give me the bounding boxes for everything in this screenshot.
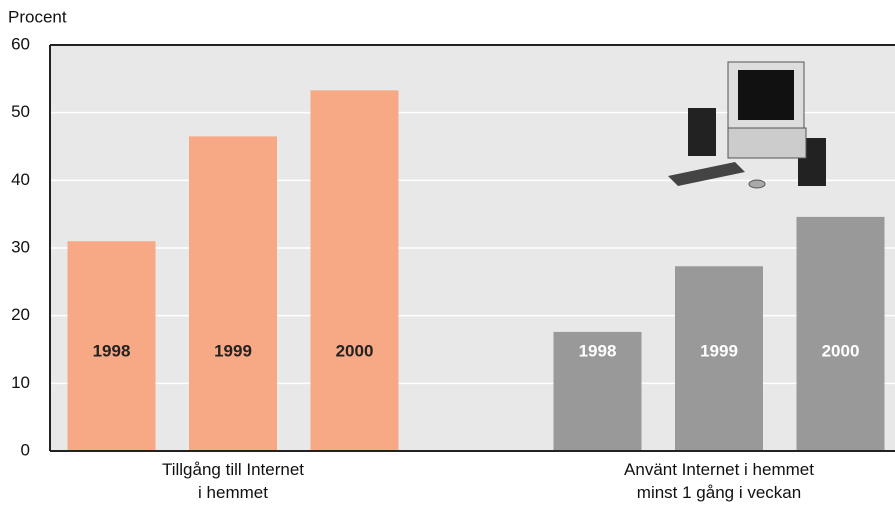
keyboard — [668, 162, 745, 186]
bar-label: 2000 — [336, 341, 374, 360]
x-tick-label: Använt Internet i hemmet minst 1 gång i … — [624, 460, 814, 502]
y-tick-label: 50 — [11, 102, 30, 121]
y-tick-label: 10 — [11, 373, 30, 392]
bar — [675, 266, 763, 451]
mouse — [748, 179, 766, 189]
monitor-screen — [738, 70, 794, 120]
y-tick-label: 60 — [11, 34, 30, 53]
bar — [310, 90, 399, 451]
bar — [189, 136, 277, 451]
bar-label: 1998 — [93, 341, 131, 360]
y-axis-label: Procent — [8, 7, 67, 26]
bar-label: 1998 — [579, 341, 617, 360]
bar-label: 1999 — [214, 341, 252, 360]
y-tick-label: 20 — [11, 305, 30, 324]
y-tick-label: 30 — [11, 237, 30, 256]
x-tick-label: Tillgång till Internet i hemmet — [161, 460, 305, 502]
bar — [553, 331, 642, 451]
computer-illustration — [668, 61, 826, 189]
y-tick-label: 0 — [21, 440, 30, 459]
bar — [67, 241, 156, 451]
bars: 1998 1999 2000 1998 1999 2000 — [67, 90, 885, 451]
speaker — [688, 108, 716, 156]
y-tick-label: 40 — [11, 170, 30, 189]
bar-label: 2000 — [822, 341, 860, 360]
bar-label: 1999 — [700, 341, 738, 360]
bar — [796, 216, 885, 451]
computer-case — [727, 127, 807, 159]
